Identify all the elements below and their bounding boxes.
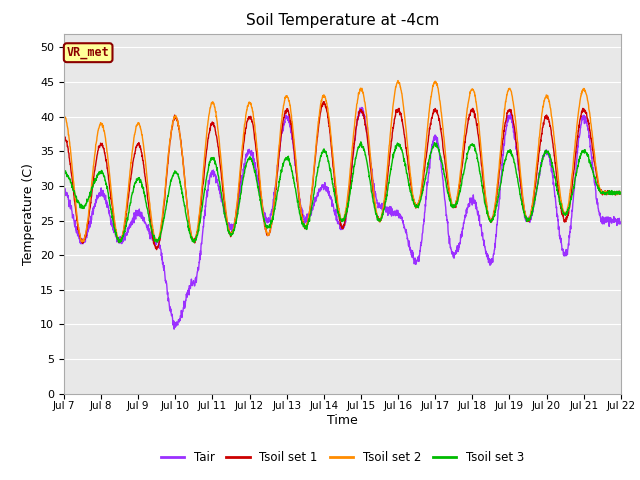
- Line: Tsoil set 1: Tsoil set 1: [64, 102, 621, 250]
- Tsoil set 2: [216, 141, 223, 147]
- Tsoil set 3: [371, 206, 379, 212]
- Tsoil set 3: [216, 179, 223, 184]
- Tair: [371, 189, 379, 194]
- Tsoil set 1: [216, 154, 223, 160]
- Line: Tsoil set 3: Tsoil set 3: [64, 142, 621, 242]
- Tsoil set 1: [359, 110, 367, 116]
- Tair: [359, 113, 367, 119]
- Tsoil set 2: [617, 189, 625, 195]
- Tsoil set 2: [568, 171, 576, 177]
- Tsoil set 1: [321, 99, 328, 105]
- Y-axis label: Temperature (C): Temperature (C): [22, 163, 35, 264]
- Tsoil set 3: [505, 149, 513, 155]
- Tair: [170, 326, 178, 332]
- Tsoil set 3: [568, 191, 576, 197]
- Tsoil set 1: [617, 190, 625, 196]
- Tair: [505, 116, 513, 121]
- Tsoil set 3: [60, 169, 68, 175]
- X-axis label: Time: Time: [327, 414, 358, 427]
- Tsoil set 2: [394, 78, 402, 84]
- Tsoil set 2: [371, 198, 379, 204]
- Title: Soil Temperature at -4cm: Soil Temperature at -4cm: [246, 13, 439, 28]
- Text: VR_met: VR_met: [67, 46, 109, 59]
- Tsoil set 3: [357, 139, 365, 144]
- Tsoil set 3: [359, 144, 367, 149]
- Tsoil set 3: [617, 190, 625, 195]
- Tair: [584, 123, 591, 129]
- Tsoil set 3: [116, 240, 124, 245]
- Tsoil set 1: [153, 247, 161, 252]
- Tair: [60, 186, 68, 192]
- Tair: [617, 221, 625, 227]
- Tsoil set 1: [60, 135, 68, 141]
- Tsoil set 1: [584, 117, 591, 122]
- Tsoil set 2: [505, 86, 513, 92]
- Tsoil set 3: [584, 154, 591, 159]
- Tair: [568, 207, 576, 213]
- Tsoil set 2: [359, 89, 367, 95]
- Tsoil set 2: [60, 113, 68, 119]
- Tsoil set 1: [568, 184, 576, 190]
- Tsoil set 1: [371, 204, 379, 210]
- Line: Tsoil set 2: Tsoil set 2: [64, 81, 621, 242]
- Legend: Tair, Tsoil set 1, Tsoil set 2, Tsoil set 3: Tair, Tsoil set 1, Tsoil set 2, Tsoil se…: [156, 446, 529, 469]
- Tair: [358, 105, 365, 110]
- Tair: [216, 186, 223, 192]
- Tsoil set 2: [584, 97, 591, 103]
- Line: Tair: Tair: [64, 108, 621, 329]
- Tsoil set 1: [505, 109, 513, 115]
- Tsoil set 2: [78, 239, 86, 245]
